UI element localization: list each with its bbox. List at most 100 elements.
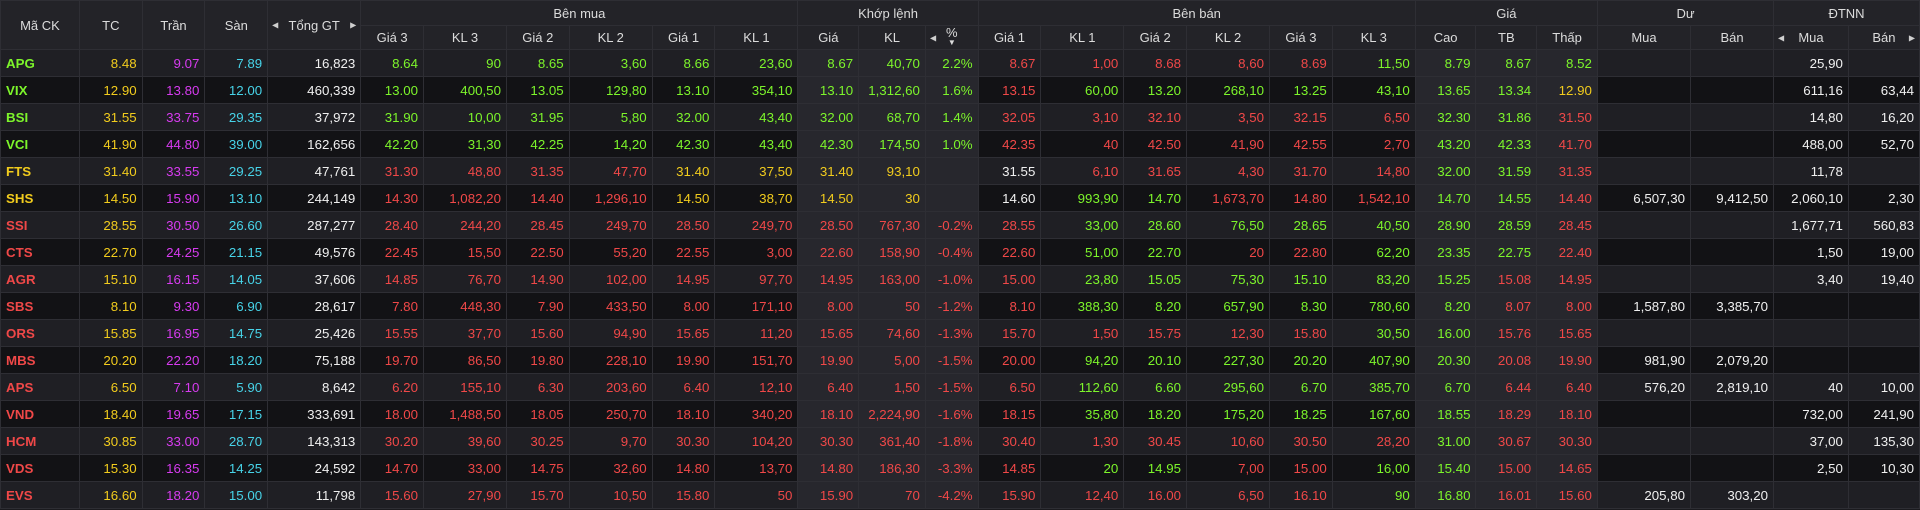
cell-bid-vol-1: 12,10: [714, 373, 799, 401]
cell-symbol[interactable]: SHS: [0, 184, 80, 212]
header-remain-sell[interactable]: Bán: [1690, 25, 1775, 50]
cell-symbol[interactable]: APG: [0, 49, 80, 77]
triangle-left-icon[interactable]: ◀: [929, 33, 937, 42]
cell-symbol[interactable]: HCM: [0, 427, 80, 455]
cell-symbol[interactable]: VCI: [0, 130, 80, 158]
cell-remain-buy: [1596, 265, 1692, 293]
table-row[interactable]: MBS 20.20 22.20 18.20 75,188 19.70 86,50 19.80 2…: [0, 346, 1920, 374]
cell-bid-price-2: 31.95: [505, 103, 570, 131]
cell-bid-vol-3: 10,00: [422, 103, 507, 131]
table-row[interactable]: CTS 22.70 24.25 21.15 49,576 22.45 15,50 22.50 5…: [0, 238, 1920, 266]
cell-high: 16.00: [1414, 319, 1477, 347]
header-ask-vol-2[interactable]: KL 2: [1186, 25, 1271, 50]
cell-symbol[interactable]: BSI: [0, 103, 80, 131]
table-row[interactable]: VND 18.40 19.65 17.15 333,691 18.00 1,488,50 18…: [0, 400, 1920, 428]
cell-bid-vol-1: 13,70: [714, 454, 799, 482]
table-row[interactable]: APS 6.50 7.10 5.90 8,642 6.20 155,10 6.30 203,60…: [0, 373, 1920, 401]
cell-ask-price-2: 8.68: [1123, 49, 1188, 77]
table-row[interactable]: AGR 15.10 16.15 14.05 37,606 14.85 76,70 14.90 1…: [0, 265, 1920, 293]
sort-down-icon[interactable]: ▼: [947, 37, 956, 47]
cell-remain-buy: [1596, 49, 1692, 77]
cell-bid-price-3: 6.20: [360, 373, 424, 401]
cell-high: 8.79: [1414, 49, 1477, 77]
header-bid-price-3[interactable]: Giá 3: [360, 25, 424, 50]
cell-floor: 17.15: [204, 400, 269, 428]
cell-symbol[interactable]: VIX: [0, 76, 80, 104]
cell-ask-price-1: 15.00: [977, 265, 1042, 293]
cell-ceiling: 30.50: [141, 211, 206, 239]
cell-match-vol: 50: [858, 292, 926, 320]
cell-ask-vol-1: 51,00: [1040, 238, 1125, 266]
table-row[interactable]: SSI 28.55 30.50 26.60 287,277 28.40 244,20 28.4…: [0, 211, 1920, 239]
header-match-percent[interactable]: ◀ % ▼: [924, 25, 979, 50]
header-foreign-sell[interactable]: Bán ▶: [1847, 25, 1920, 50]
table-row[interactable]: SHS 14.50 15.90 13.10 244,149 14.30 1,082,20 14…: [0, 184, 1920, 212]
header-bid-vol-1[interactable]: KL 1: [714, 25, 799, 50]
header-ask-price-1[interactable]: Giá 1: [977, 25, 1042, 50]
cell-symbol[interactable]: FTS: [0, 157, 80, 185]
header-ceiling[interactable]: Trần: [141, 0, 206, 50]
header-bid-price-1[interactable]: Giá 1: [651, 25, 716, 50]
cell-symbol[interactable]: SBS: [0, 292, 80, 320]
cell-symbol[interactable]: SSI: [0, 211, 80, 239]
header-remain-buy[interactable]: Mua: [1596, 25, 1692, 50]
header-bid-vol-2[interactable]: KL 2: [568, 25, 653, 50]
cell-ask-price-2: 18.20: [1123, 400, 1188, 428]
table-row[interactable]: APG 8.48 9.07 7.89 16,823 8.64 90 8.65 3,60 8.66 2…: [0, 49, 1920, 77]
header-low[interactable]: Thấp: [1536, 25, 1598, 50]
cell-avg: 15.76: [1475, 319, 1538, 347]
cell-symbol[interactable]: VDS: [0, 454, 80, 482]
header-foreign-buy[interactable]: ◀ Mua: [1773, 25, 1849, 50]
header-symbol[interactable]: Mã CK: [0, 0, 80, 50]
cell-symbol[interactable]: APS: [0, 373, 80, 401]
cell-symbol[interactable]: ORS: [0, 319, 80, 347]
table-row[interactable]: ORS 15.85 16.95 14.75 25,426 15.55 37,70 15.60 9…: [0, 319, 1920, 347]
cell-ask-vol-2: 227,30: [1186, 346, 1271, 374]
cell-avg: 18.29: [1475, 400, 1538, 428]
header-avg[interactable]: TB: [1475, 25, 1538, 50]
table-row[interactable]: VDS 15.30 16.35 14.25 24,592 14.70 33,00 14.75 3…: [0, 454, 1920, 482]
cell-low: 6.40: [1536, 373, 1598, 401]
cell-ask-price-2: 22.70: [1123, 238, 1188, 266]
cell-symbol[interactable]: EVS: [0, 481, 80, 509]
header-ask-price-2[interactable]: Giá 2: [1123, 25, 1188, 50]
cell-bid-vol-2: 55,20: [568, 238, 653, 266]
cell-ask-price-2: 14.95: [1123, 454, 1188, 482]
cell-ask-vol-3: 385,70: [1331, 373, 1416, 401]
cell-ask-vol-2: 175,20: [1186, 400, 1271, 428]
cell-bid-vol-3: 244,20: [422, 211, 507, 239]
cell-remain-buy: 6,507,30: [1596, 184, 1692, 212]
header-ask-vol-1[interactable]: KL 1: [1040, 25, 1125, 50]
header-bid-price-2[interactable]: Giá 2: [505, 25, 570, 50]
header-match-vol[interactable]: KL: [858, 25, 926, 50]
triangle-right-icon[interactable]: ▶: [1908, 33, 1915, 42]
header-ask-vol-3[interactable]: KL 3: [1331, 25, 1416, 50]
triangle-left-icon[interactable]: ◀: [272, 20, 279, 30]
cell-foreign-buy: 37,00: [1773, 427, 1849, 455]
header-high[interactable]: Cao: [1414, 25, 1477, 50]
table-row[interactable]: BSI 31.55 33.75 29.35 37,972 31.90 10,00 31.95 5…: [0, 103, 1920, 131]
cell-ask-vol-1: 1,00: [1040, 49, 1125, 77]
table-row[interactable]: SBS 8.10 9.30 6.90 28,617 7.80 448,30 7.90 433,5…: [0, 292, 1920, 320]
cell-ask-vol-2: 41,90: [1186, 130, 1271, 158]
cell-symbol[interactable]: VND: [0, 400, 80, 428]
header-total-value[interactable]: ◀ Tổng GT ▶: [267, 0, 362, 50]
header-ask-price-3[interactable]: Giá 3: [1269, 25, 1333, 50]
cell-low: 28.45: [1536, 211, 1598, 239]
table-row[interactable]: VCI 41.90 44.80 39.00 162,656 42.20 31,30 42.25…: [0, 130, 1920, 158]
table-row[interactable]: VIX 12.90 13.80 12.00 460,339 13.00 400,50 13.0…: [0, 76, 1920, 104]
triangle-left-icon[interactable]: ◀: [1778, 33, 1785, 42]
cell-ceiling: 33.55: [141, 157, 206, 185]
header-bid-vol-3[interactable]: KL 3: [422, 25, 507, 50]
table-row[interactable]: HCM 30.85 33.00 28.70 143,313 30.20 39,60 30.25…: [0, 427, 1920, 455]
cell-symbol[interactable]: AGR: [0, 265, 80, 293]
cell-total-value: 11,798: [267, 481, 362, 509]
table-row[interactable]: FTS 31.40 33.55 29.25 47,761 31.30 48,80 31.35 4…: [0, 157, 1920, 185]
triangle-right-icon[interactable]: ▶: [350, 20, 357, 30]
header-floor[interactable]: Sàn: [204, 0, 269, 50]
header-match-price[interactable]: Giá: [797, 25, 860, 50]
header-ref[interactable]: TC: [78, 0, 143, 50]
cell-symbol[interactable]: MBS: [0, 346, 80, 374]
table-row[interactable]: EVS 16.60 18.20 15.00 11,798 15.60 27,90 15.70 1…: [0, 481, 1920, 509]
cell-symbol[interactable]: CTS: [0, 238, 80, 266]
